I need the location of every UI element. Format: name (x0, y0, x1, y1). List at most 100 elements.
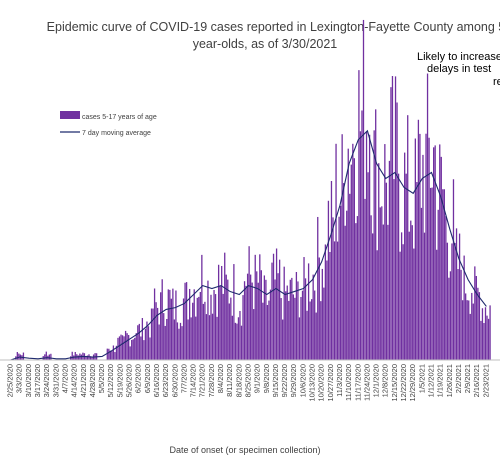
bar (387, 224, 389, 360)
bar (425, 133, 427, 360)
bar (227, 279, 229, 360)
x-tick-label: 12/29/2020 (408, 364, 417, 402)
bar (111, 350, 113, 360)
x-tick-label: 5/19/2020 (115, 364, 124, 397)
annotation-line-3: re (493, 76, 500, 88)
bar (222, 293, 224, 360)
bar (288, 300, 290, 360)
bar (187, 319, 189, 360)
bar (161, 279, 163, 360)
bar (275, 248, 278, 360)
bar (356, 216, 359, 360)
bar (478, 292, 481, 360)
bar (268, 300, 270, 360)
bar (289, 279, 291, 360)
bar (468, 300, 470, 360)
bar (291, 277, 293, 360)
bar (440, 156, 442, 360)
bar (484, 307, 487, 360)
bar (439, 144, 441, 360)
bar (150, 308, 153, 360)
bar (152, 308, 154, 360)
x-tick-label: 11/17/2020 (353, 364, 362, 401)
bar (359, 131, 362, 360)
x-tick-label: 6/2/2020 (134, 364, 143, 393)
bar (204, 301, 206, 360)
bar (341, 134, 343, 360)
bar (285, 291, 287, 360)
x-tick-label: 3/3/2020 (15, 364, 24, 393)
x-tick-label: 5/12/2020 (106, 364, 115, 397)
bar (408, 231, 410, 360)
bar (379, 207, 381, 360)
bar (396, 102, 398, 360)
bar (278, 259, 281, 360)
bar (391, 76, 394, 361)
bar (301, 290, 304, 360)
bar (137, 325, 139, 360)
bar (362, 19, 365, 360)
bar (426, 73, 429, 360)
moving-average-line (10, 129, 487, 361)
bar (381, 206, 383, 360)
bar (390, 87, 392, 361)
x-tick-label: 11/10/2020 (344, 364, 353, 401)
bar (407, 115, 409, 361)
bar (190, 317, 192, 360)
x-tick-label: 3/24/2020 (42, 364, 51, 397)
bar (448, 277, 450, 360)
bar (335, 143, 337, 360)
bar (307, 263, 310, 360)
bar (471, 292, 473, 360)
bar (315, 312, 317, 360)
bars-layer (15, 19, 491, 361)
x-tick-label: 10/13/2020 (308, 364, 317, 402)
bar (256, 271, 258, 360)
bar (413, 248, 415, 360)
legend: cases 5-17 years of age 7 day moving ave… (60, 111, 157, 137)
bar (460, 269, 462, 360)
bar (303, 257, 305, 360)
bar (179, 322, 182, 360)
bar (370, 215, 372, 360)
bar (314, 290, 316, 360)
bar (195, 316, 197, 360)
bar (414, 138, 416, 360)
bar (433, 147, 435, 360)
bar (153, 288, 156, 360)
bar (189, 288, 191, 360)
x-tick-label: 8/4/2020 (216, 364, 225, 393)
bar (327, 200, 330, 360)
bar (240, 325, 243, 360)
bar (254, 254, 256, 360)
bar (221, 265, 223, 360)
bar (44, 354, 46, 360)
bar (318, 257, 320, 360)
bar (489, 305, 491, 360)
bar (378, 163, 380, 360)
x-tick-label: 2/23/2021 (481, 364, 490, 397)
bar (397, 173, 400, 360)
bar (323, 287, 325, 360)
bar (243, 281, 246, 360)
bar (361, 110, 363, 360)
bar (376, 250, 378, 360)
bar (445, 216, 447, 360)
bar (306, 310, 308, 360)
bar (402, 244, 404, 360)
bar (304, 278, 307, 360)
bar (155, 302, 157, 360)
bar (128, 335, 130, 360)
bar (280, 298, 282, 360)
x-tick-label: 7/14/2020 (189, 364, 198, 397)
bar (324, 244, 327, 360)
bar (274, 279, 276, 360)
chart-title-line-2: year-olds, as of 3/30/2021 (193, 37, 338, 51)
bar (262, 302, 264, 360)
bar (442, 189, 444, 360)
bar (144, 328, 147, 360)
x-tick-label: 4/28/2020 (88, 364, 97, 397)
bar (149, 337, 151, 360)
x-tick-label: 4/21/2020 (79, 364, 88, 397)
